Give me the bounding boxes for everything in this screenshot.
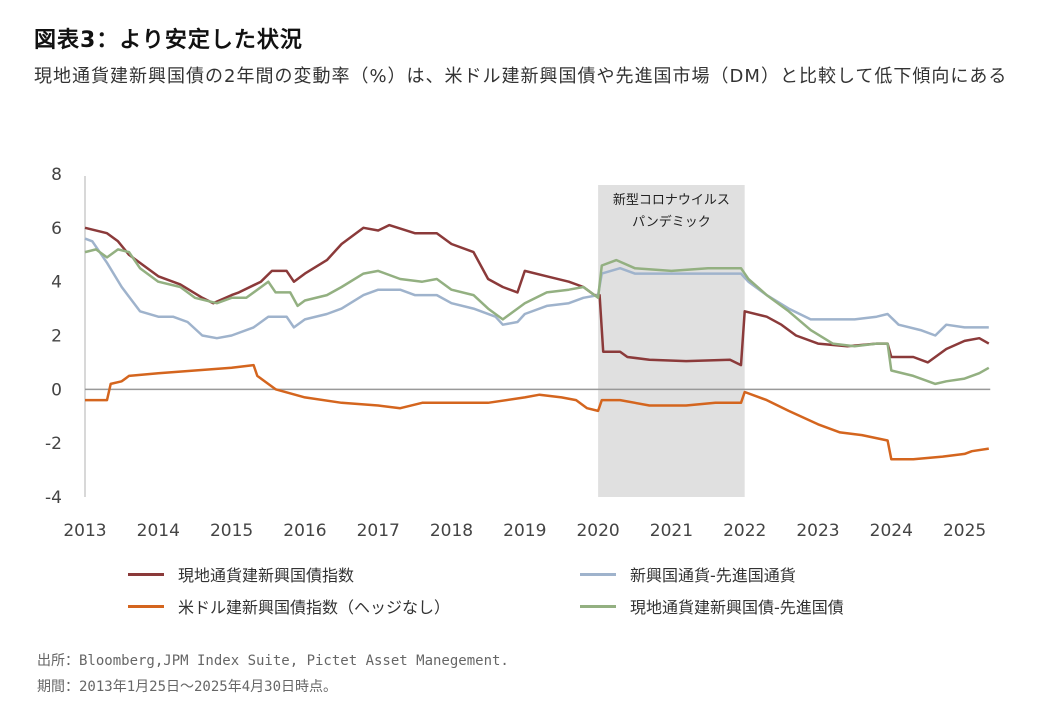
x-tick-label: 2015 <box>210 521 253 541</box>
x-tick-label: 2013 <box>63 521 106 541</box>
pandemic-shading <box>598 185 745 497</box>
legend-item-usd-em: 米ドル建新興国債指数（ヘッジなし） <box>128 594 450 618</box>
legend-label-usd-em: 米ドル建新興国債指数（ヘッジなし） <box>178 598 451 617</box>
series-line-usd-em <box>85 363 989 461</box>
y-tick-label: -2 <box>45 434 62 454</box>
x-tick-label: 2023 <box>796 521 839 541</box>
y-tick-label: 4 <box>51 273 62 293</box>
x-tick-label: 2020 <box>576 521 619 541</box>
y-tick-label: 6 <box>51 219 62 239</box>
x-tick-label: 2019 <box>503 521 546 541</box>
y-tick-label: 2 <box>51 327 62 347</box>
x-tick-label: 2018 <box>430 521 473 541</box>
x-tick-label: 2016 <box>283 521 326 541</box>
pandemic-label-line2: パンデミック <box>632 214 711 230</box>
x-tick-label: 2025 <box>943 521 986 541</box>
x-tick-label: 2021 <box>650 521 693 541</box>
legend-swatch-usd-em <box>128 604 164 608</box>
y-tick-label: 8 <box>51 165 62 185</box>
series-line-bond-spread <box>84 248 990 386</box>
series-line-local-em <box>84 223 990 367</box>
legend-item-local-em: 現地通貨建新興国債指数 <box>128 562 354 586</box>
legend-label-local-em: 現地通貨建新興国債指数 <box>178 566 355 585</box>
legend-label-bond-spread: 現地通貨建新興国債-先進国債 <box>630 598 844 617</box>
chart-title: 図表3：より安定した状況 <box>34 28 303 53</box>
pandemic-label-line1: 新型コロナウイルス <box>613 192 730 208</box>
x-tick-label: 2024 <box>870 521 913 541</box>
legend-swatch-bond-spread <box>580 604 616 608</box>
line-chart: 新型コロナウイルス パンデミック 8 6 4 2 0 -2 -4 2013 2014 2015 2… <box>45 165 991 541</box>
series-line-fx-spread <box>84 237 989 340</box>
x-tick-label: 2014 <box>137 521 180 541</box>
x-tick-label: 2017 <box>357 521 400 541</box>
legend-swatch-local-em <box>128 572 164 576</box>
chart-subtitle: 現地通貨建新興国債の2年間の変動率（%）は、米ドル建新興国債や先進国市場（DM）… <box>34 66 1008 87</box>
x-tick-label: 2022 <box>723 521 766 541</box>
y-tick-label: -4 <box>45 488 62 508</box>
source-note: 出所：Bloomberg,JPM Index Suite, Pictet Ass… <box>37 653 509 669</box>
y-tick-label: 0 <box>51 380 62 400</box>
legend-label-fx-spread: 新興国通貨-先進国通貨 <box>630 566 796 585</box>
legend-swatch-fx-spread <box>580 572 616 576</box>
legend-item-fx-spread: 新興国通貨-先進国通貨 <box>580 562 796 586</box>
legend-item-bond-spread: 現地通貨建新興国債-先進国債 <box>580 594 844 618</box>
period-note: 期間：2013年1月25日～2025年4月30日時点。 <box>37 679 338 695</box>
